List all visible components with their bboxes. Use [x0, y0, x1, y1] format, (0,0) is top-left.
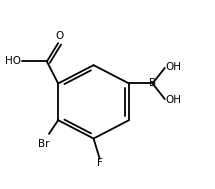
Text: Br: Br	[38, 139, 50, 149]
Text: O: O	[55, 31, 63, 41]
Text: OH: OH	[166, 95, 182, 105]
Text: OH: OH	[166, 62, 182, 72]
Text: B: B	[149, 77, 156, 88]
Text: F: F	[97, 158, 103, 168]
Text: HO: HO	[5, 57, 21, 67]
